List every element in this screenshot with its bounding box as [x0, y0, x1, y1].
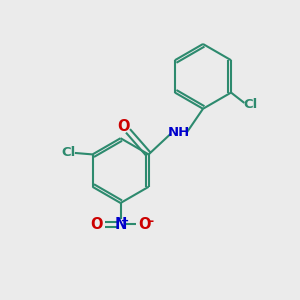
Text: O: O [138, 217, 151, 232]
Text: NH: NH [168, 126, 190, 139]
Text: O: O [117, 119, 130, 134]
Text: +: + [122, 216, 130, 226]
Text: Cl: Cl [244, 98, 258, 111]
Text: N: N [114, 217, 127, 232]
Text: Cl: Cl [61, 146, 76, 159]
Text: -: - [148, 215, 153, 228]
Text: O: O [91, 217, 103, 232]
